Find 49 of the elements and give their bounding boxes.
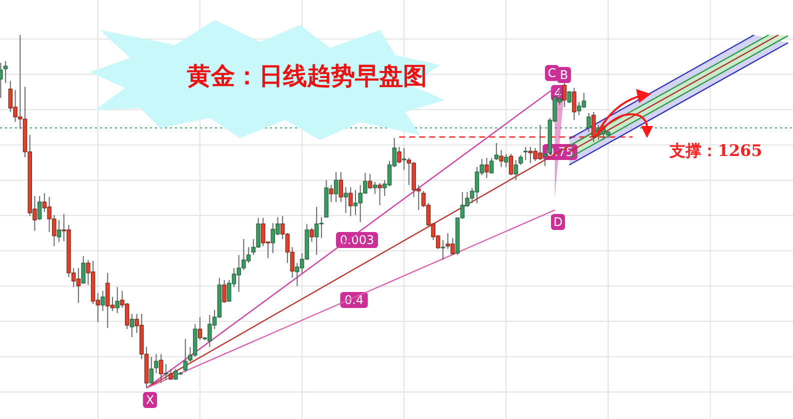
candlestick <box>378 182 382 206</box>
candlestick <box>115 286 120 314</box>
candlestick <box>130 313 134 338</box>
candlestick <box>523 146 528 160</box>
candlestick <box>164 363 168 380</box>
candlestick <box>81 255 86 284</box>
candlestick <box>514 159 518 181</box>
candlestick <box>37 195 42 220</box>
annotation: B <box>560 68 568 82</box>
candlestick <box>489 157 494 174</box>
candlestick <box>334 171 338 202</box>
annotation: D <box>553 214 563 229</box>
annotation: 支撑：1265 <box>668 141 762 160</box>
candlestick <box>368 174 372 190</box>
candlestick <box>56 219 62 242</box>
candlestick <box>567 90 572 104</box>
candlestick <box>154 354 158 374</box>
candlestick <box>397 146 402 164</box>
candlestick <box>348 186 353 217</box>
candlestick <box>499 150 504 168</box>
annotation: 0.4 <box>344 292 364 307</box>
candlestick <box>504 153 508 168</box>
candlestick <box>310 228 314 242</box>
candlestick <box>440 240 446 260</box>
candlestick <box>372 181 378 194</box>
candlestick <box>592 111 596 142</box>
candlestick <box>149 356 154 384</box>
text: 黄金：日线趋势早盘图 <box>186 61 427 90</box>
candlestick <box>222 279 226 304</box>
text: X <box>146 392 154 407</box>
candlestick <box>338 171 343 202</box>
candlestick <box>484 157 489 178</box>
annotation: 0.003 <box>340 232 374 247</box>
candlestick <box>518 154 523 166</box>
candlestick <box>168 368 173 380</box>
candlestick <box>329 184 334 202</box>
candlestick <box>158 354 164 384</box>
annotation: C <box>548 66 556 80</box>
candlestick <box>562 82 567 108</box>
candlestick <box>402 147 406 170</box>
candlestick <box>508 153 514 176</box>
candlestick <box>3 60 8 84</box>
candlestick <box>100 290 105 312</box>
candlestick <box>198 316 202 340</box>
candlestick <box>542 147 548 166</box>
candlestick <box>344 186 348 214</box>
candlestick <box>183 338 188 373</box>
candlestick <box>494 142 499 160</box>
candlestick <box>572 87 576 121</box>
